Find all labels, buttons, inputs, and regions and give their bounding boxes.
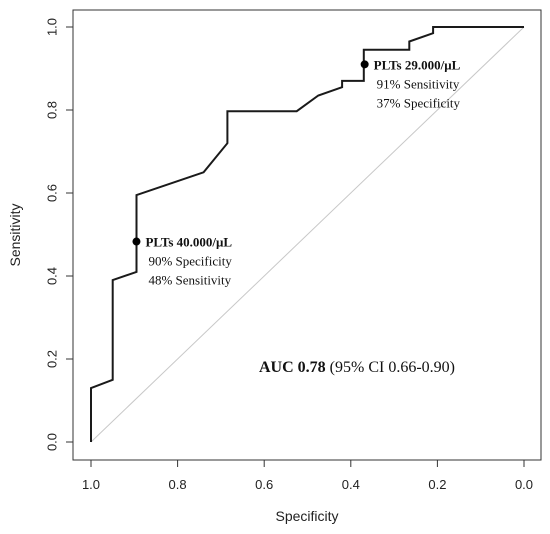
auc-label-ci: (95% CI 0.66-0.90) <box>326 359 455 376</box>
x-tick-label: 0.8 <box>169 477 187 492</box>
y-tick-label: 1.0 <box>45 18 60 36</box>
y-tick-label: 0.0 <box>45 433 60 451</box>
cutoff-40000-label-2: 48% Sensitivity <box>148 273 231 288</box>
cutoff-29000-label-1: 91% Sensitivity <box>377 76 460 91</box>
x-axis-title: Specificity <box>275 508 338 524</box>
auc-label-bold: AUC 0.78 <box>259 359 326 376</box>
y-axis-title: Sensitivity <box>7 203 23 266</box>
cutoff-29000-label-2: 37% Specificity <box>377 95 461 110</box>
plot-frame <box>72 9 542 461</box>
y-tick-label: 0.4 <box>45 267 60 285</box>
cutoff-40000-point <box>132 237 141 246</box>
x-tick-label: 0.2 <box>428 477 446 492</box>
cutoff-29000-label-0: PLTs 29.000/μL <box>374 57 461 72</box>
y-tick-label: 0.6 <box>45 184 60 202</box>
x-tick-label: 0.6 <box>255 477 273 492</box>
y-tick-label: 0.2 <box>45 350 60 368</box>
y-tick-label: 0.8 <box>45 101 60 119</box>
x-tick-label: 1.0 <box>82 477 100 492</box>
cutoff-29000-point <box>360 60 369 69</box>
reference-diagonal <box>90 26 525 443</box>
x-tick-label: 0.0 <box>515 477 533 492</box>
cutoff-40000-label-1: 90% Specificity <box>148 254 232 269</box>
auc-label: AUC 0.78 (95% CI 0.66-0.90) <box>259 359 455 376</box>
cutoff-40000-label-0: PLTs 40.000/μL <box>145 235 232 250</box>
roc-curve <box>90 26 524 442</box>
x-tick-label: 0.4 <box>342 477 360 492</box>
